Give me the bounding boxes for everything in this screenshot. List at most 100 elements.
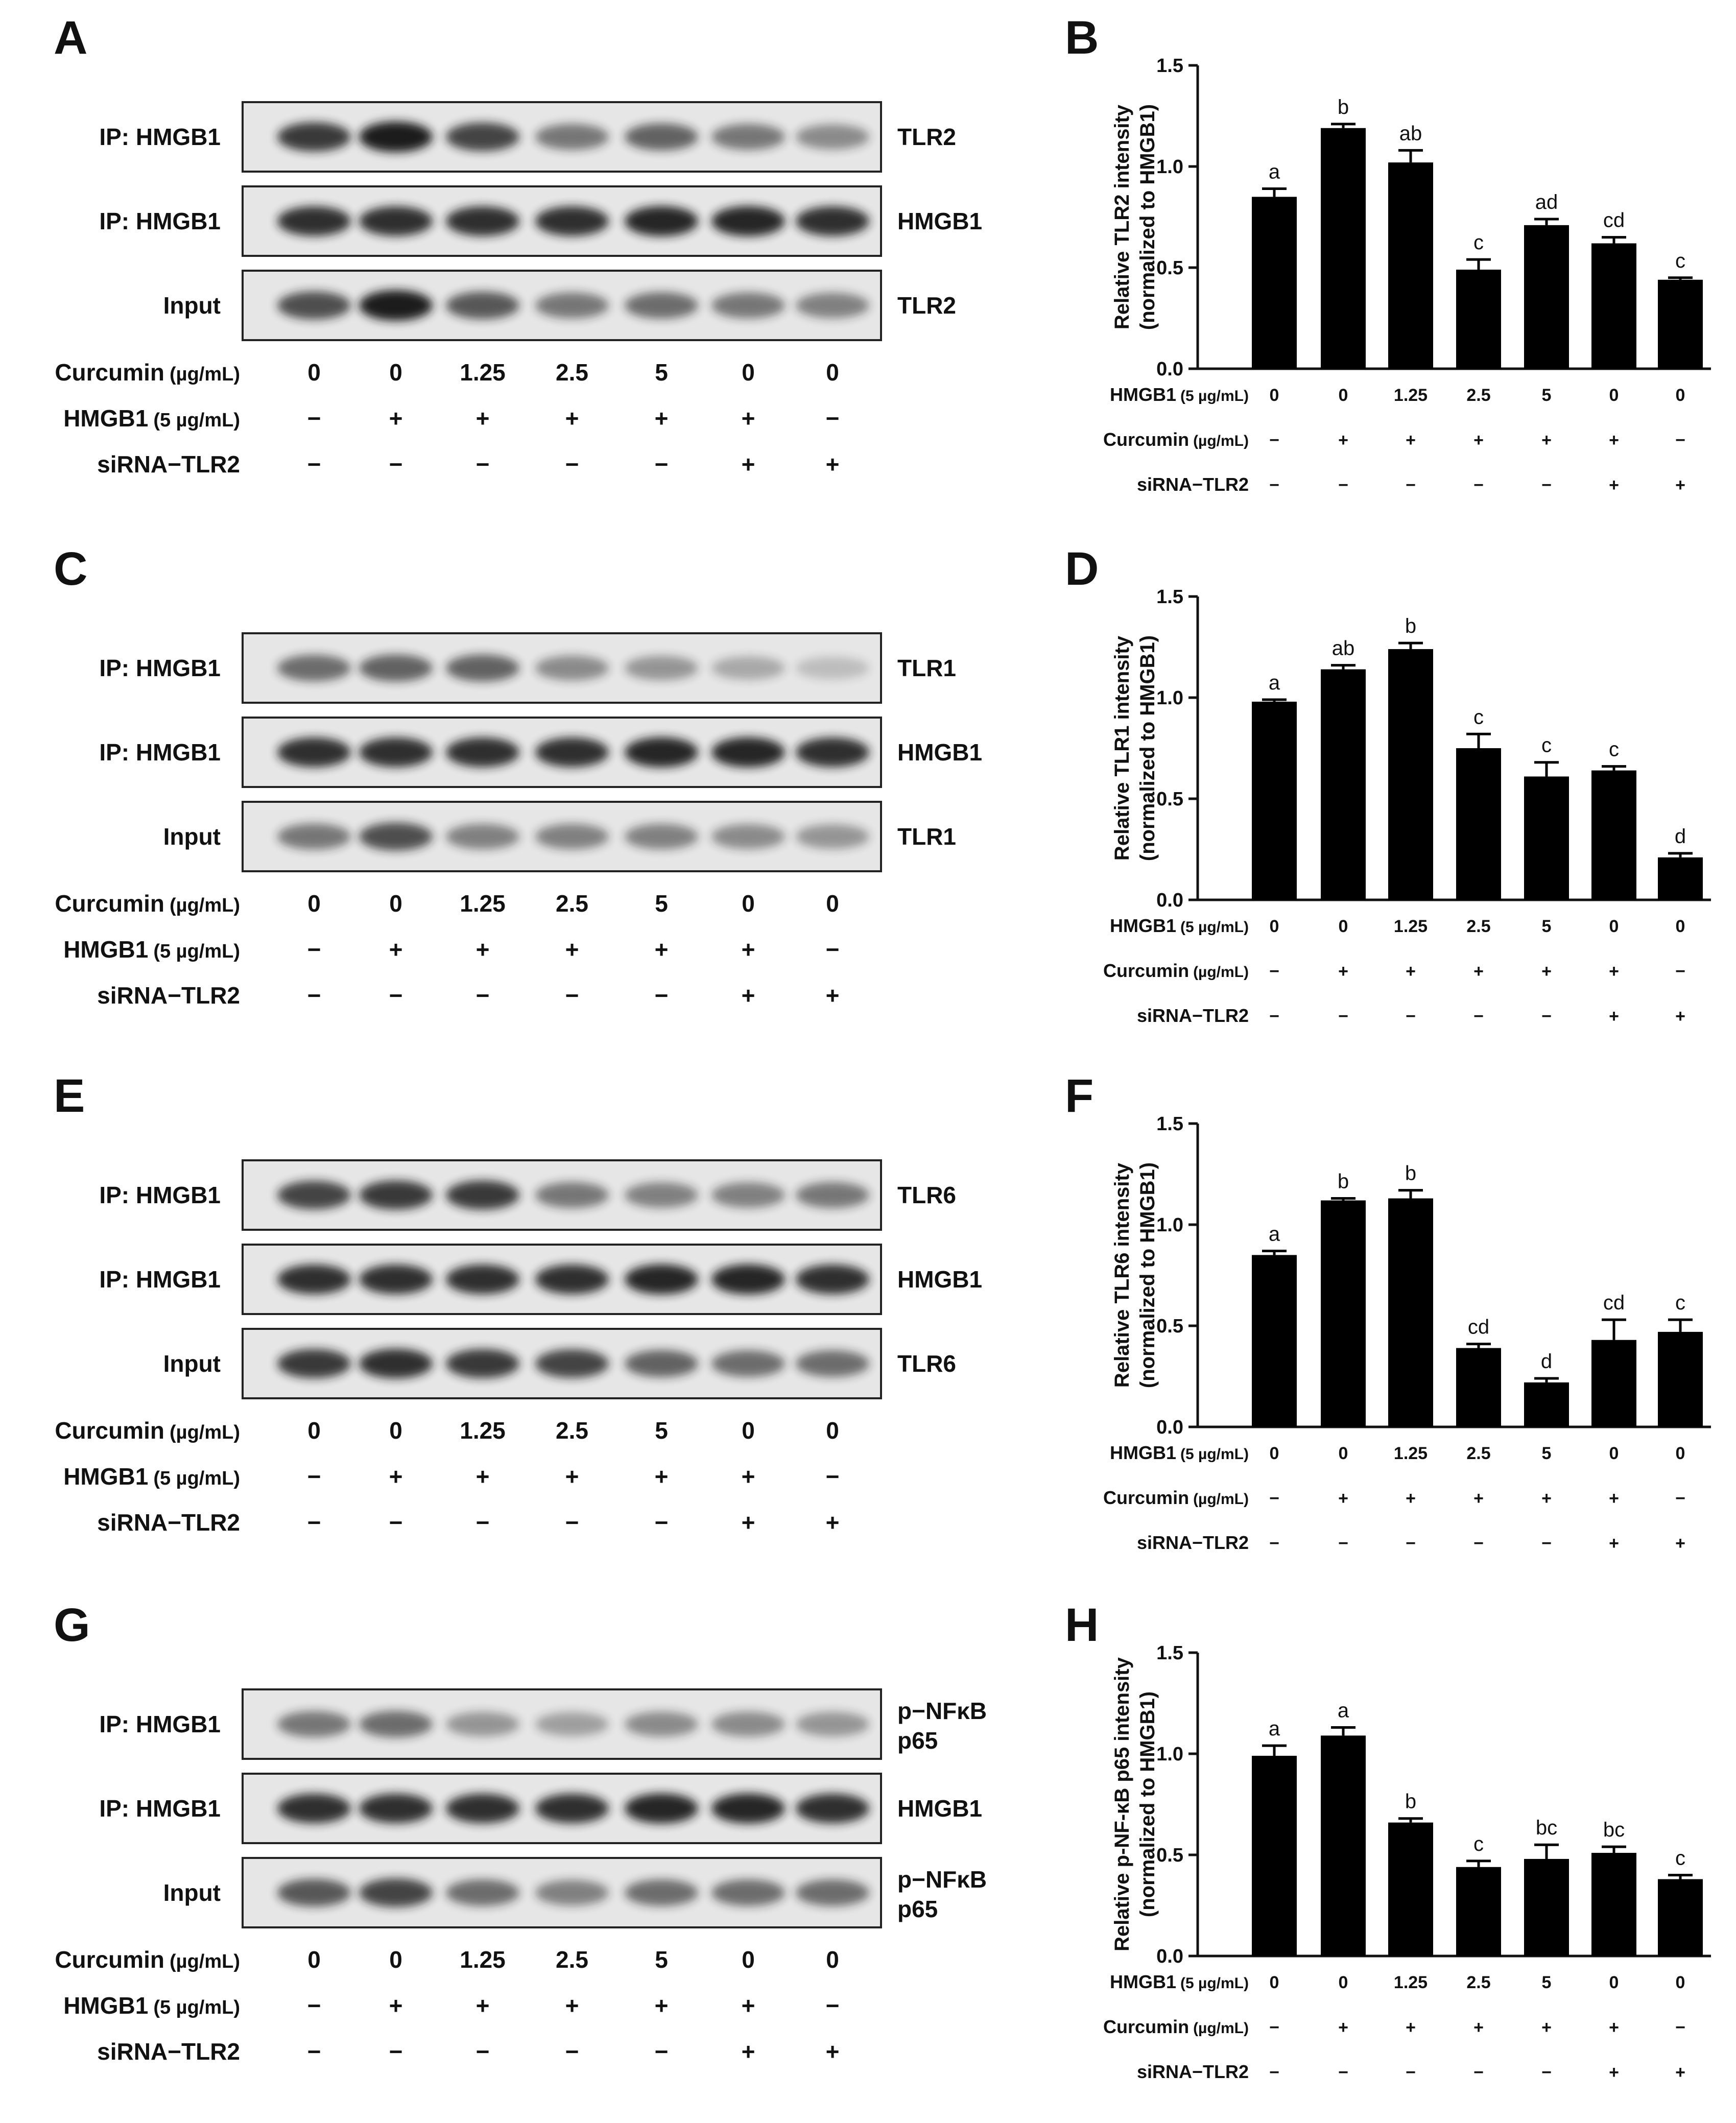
- blot-band: [446, 292, 519, 319]
- condition-name: Curcumin: [1103, 429, 1189, 450]
- condition-name: HMGB1: [1110, 1971, 1176, 1992]
- condition-value: +: [1406, 962, 1416, 981]
- condition-unit: (µg/mL): [170, 895, 240, 916]
- blot-band: [277, 122, 351, 152]
- condition-value: 5: [1542, 1973, 1552, 1992]
- y-axis-title-line: Relative TLR1 intensity: [1111, 635, 1133, 861]
- significance-label: cd: [1603, 1292, 1625, 1314]
- blot-condition-row: siRNA−TLR2 − − − − − + +: [97, 451, 839, 478]
- blot-band: [277, 1711, 351, 1737]
- blot-band: [711, 1264, 785, 1295]
- bar: [1252, 1755, 1297, 1956]
- condition-value: 1.25: [460, 359, 506, 386]
- bar: [1321, 128, 1366, 369]
- condition-value: −: [1269, 1007, 1279, 1026]
- condition-value: +: [655, 405, 669, 432]
- western-blot-e: E IP: HMGB1 TLR6 IP: HMGB1 HMGB1 Input TLR6 Cur…: [54, 1070, 982, 1536]
- blot-band: [796, 124, 869, 150]
- condition-value: +: [1338, 1489, 1348, 1508]
- y-axis-title: Relative TLR6 intensity (normalized to HM…: [1111, 1162, 1159, 1388]
- blot-band: [359, 1180, 433, 1210]
- blot-band: [535, 1794, 609, 1823]
- condition-value: +: [1541, 1489, 1552, 1508]
- blot-band: [446, 824, 519, 849]
- blot-condition-row: Curcumin (µg/mL) 0 0 1.25 2.5 5 0 0: [55, 1946, 839, 1973]
- condition-value: 2.5: [1466, 1444, 1490, 1463]
- y-tick-label: 1.5: [1156, 586, 1183, 608]
- condition-label: siRNA−TLR2: [97, 982, 240, 1009]
- condition-value: −: [1473, 1007, 1484, 1026]
- significance-label: b: [1338, 96, 1349, 118]
- blot-band: [625, 1350, 698, 1377]
- condition-value: −: [389, 1509, 403, 1536]
- bar: [1524, 1858, 1569, 1956]
- condition-value: +: [1609, 962, 1619, 981]
- condition-name: Curcumin: [1103, 1487, 1189, 1508]
- condition-value: +: [1338, 962, 1348, 981]
- condition-value: +: [742, 451, 755, 478]
- condition-value: 0: [1270, 917, 1279, 936]
- blot-condition-row: HMGB1 (5 µg/mL) − + + + + + −: [63, 1463, 839, 1490]
- condition-value: +: [826, 451, 840, 478]
- condition-value: −: [1473, 1534, 1484, 1553]
- blot-band: [359, 290, 433, 321]
- condition-value: −: [389, 451, 403, 478]
- significance-label: a: [1269, 1223, 1280, 1245]
- blot-frame: [242, 717, 882, 788]
- significance-label: c: [1473, 231, 1484, 254]
- condition-value: −: [1675, 1489, 1685, 1508]
- blot-row: IP: HMGB1 TLR2: [99, 101, 956, 173]
- condition-name: HMGB1: [1110, 384, 1176, 405]
- bar: [1321, 1735, 1366, 1956]
- significance-label: b: [1405, 615, 1416, 637]
- significance-label: b: [1338, 1171, 1349, 1193]
- blot-band: [277, 823, 351, 850]
- condition-value: 5: [655, 1417, 668, 1444]
- condition-value: −: [1473, 2063, 1484, 2082]
- bar: [1658, 857, 1703, 900]
- y-tick-label: 1.0: [1156, 156, 1183, 178]
- condition-value: −: [1406, 1534, 1416, 1553]
- significance-label: b: [1405, 1162, 1416, 1185]
- condition-name: HMGB1: [1110, 1442, 1176, 1463]
- blot-band: [277, 1794, 351, 1823]
- condition-label: siRNA−TLR2: [1137, 1532, 1249, 1553]
- condition-value: −: [307, 1509, 321, 1536]
- significance-label: c: [1473, 1833, 1484, 1855]
- chart-condition-row: HMGB1 (5 µg/mL) 0 0 1.25 2.5 5 0 0: [1110, 384, 1685, 405]
- condition-value: +: [1609, 475, 1619, 495]
- bar: [1456, 269, 1501, 369]
- blot-band: [625, 1879, 698, 1906]
- blot-row-label: IP: HMGB1: [99, 208, 221, 234]
- bar: [1388, 162, 1433, 369]
- condition-value: 2.5: [1466, 917, 1490, 936]
- condition-value: −: [307, 2038, 321, 2065]
- blot-band: [535, 1182, 609, 1208]
- blot-row-label: IP: HMGB1: [99, 1795, 221, 1822]
- significance-label: a: [1269, 672, 1280, 694]
- blot-band: [711, 124, 785, 150]
- blot-band: [446, 123, 519, 151]
- chart-condition-row: siRNA−TLR2 − − − − − + +: [1137, 1005, 1685, 1026]
- blot-row: IP: HMGB1 HMGB1: [99, 717, 982, 788]
- condition-value: +: [826, 2038, 840, 2065]
- blot-band: [796, 657, 869, 679]
- condition-value: −: [389, 982, 403, 1009]
- chart-condition-row: Curcumin (µg/mL) − + + + + + −: [1103, 429, 1685, 450]
- y-tick-label: 0.0: [1156, 359, 1183, 380]
- blot-band: [625, 1264, 698, 1295]
- condition-value: 0: [1270, 1444, 1279, 1463]
- condition-unit: (5 µg/mL): [1180, 388, 1249, 404]
- blot-row: IP: HMGB1 TLR6: [99, 1159, 956, 1231]
- condition-value: +: [389, 1463, 403, 1490]
- condition-value: +: [565, 1463, 579, 1490]
- blot-band: [625, 292, 698, 319]
- blot-band: [446, 1712, 519, 1736]
- blot-band: [535, 1712, 609, 1736]
- condition-label: HMGB1 (5 µg/mL): [63, 1992, 240, 2019]
- blot-row: Input TLR6: [163, 1328, 956, 1399]
- condition-value: +: [826, 982, 840, 1009]
- condition-value: +: [476, 1992, 490, 2019]
